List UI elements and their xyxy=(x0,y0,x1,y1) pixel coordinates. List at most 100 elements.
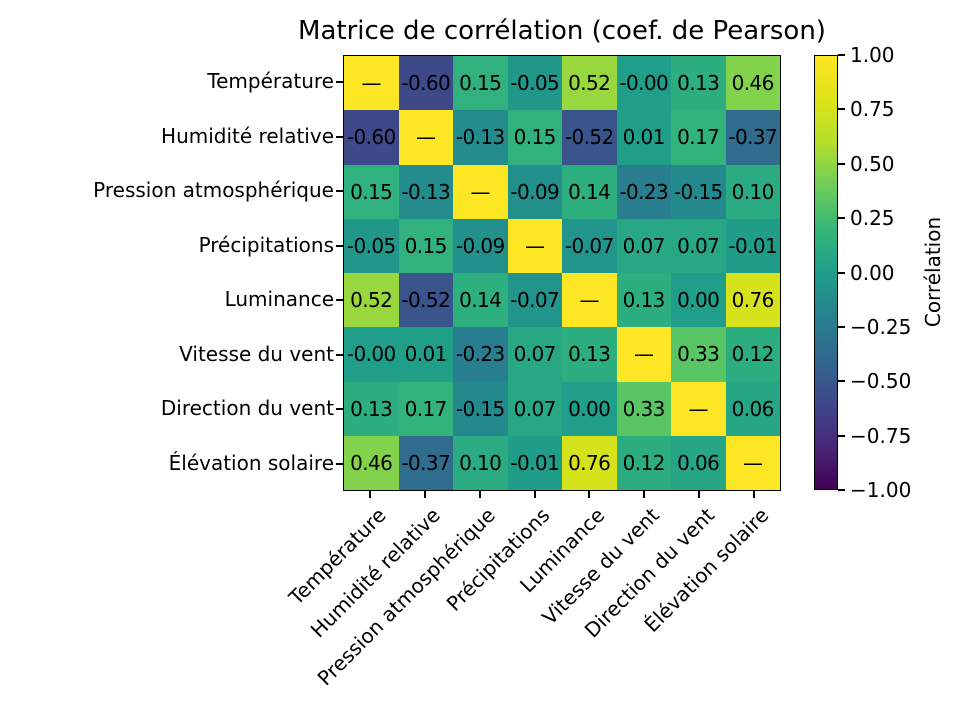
colorbar-tick-mark xyxy=(838,108,845,111)
heatmap-cell: 0.13 xyxy=(616,273,671,328)
x-tick-mark xyxy=(697,491,700,498)
x-tick-mark xyxy=(424,491,427,498)
heatmap-cell: 0.14 xyxy=(453,273,508,328)
y-tick-mark xyxy=(336,244,343,247)
y-tick-label: Vitesse du vent xyxy=(179,341,334,366)
heatmap-cell: 0.12 xyxy=(616,435,671,490)
heatmap-cell: 0.01 xyxy=(616,110,671,165)
heatmap-cell: — xyxy=(344,56,399,111)
heatmap-cell: -0.01 xyxy=(507,435,562,490)
heatmap-cell: -0.13 xyxy=(453,110,508,165)
heatmap-cell: 0.12 xyxy=(725,327,780,382)
x-tick-mark xyxy=(752,491,755,498)
heatmap-cell: -0.23 xyxy=(616,164,671,219)
colorbar-tick-mark xyxy=(838,489,845,491)
x-tick-mark xyxy=(643,491,646,498)
colorbar-tick-mark xyxy=(838,325,845,328)
heatmap-cell: — xyxy=(507,218,562,273)
colorbar-tick-mark xyxy=(838,271,845,274)
colorbar-tick-label: −0.75 xyxy=(850,423,912,448)
heatmap-cell: 0.10 xyxy=(453,435,508,490)
heatmap-cell: 0.07 xyxy=(616,218,671,273)
heatmap-cell: 0.15 xyxy=(507,110,562,165)
heatmap-cell: 0.07 xyxy=(507,381,562,436)
heatmap-grid: — -0.60 0.15 -0.05 0.52 -0.00 0.13 0.46 -0.60— -0… xyxy=(343,55,781,491)
y-tick-mark xyxy=(336,408,343,411)
heatmap-cell: -0.37 xyxy=(398,435,453,490)
heatmap-cell: -0.60 xyxy=(344,110,399,165)
x-tick-mark xyxy=(369,491,372,498)
heatmap-cell: 0.33 xyxy=(616,381,671,436)
colorbar-tick-label: 0.50 xyxy=(850,151,895,176)
y-tick-mark xyxy=(336,81,343,84)
heatmap-cell: — xyxy=(398,110,453,165)
y-tick-label: Précipitations xyxy=(198,232,334,257)
heatmap-cell: 0.00 xyxy=(671,273,726,328)
y-tick-label: Humidité relative xyxy=(161,123,334,148)
heatmap-cell: 0.10 xyxy=(725,164,780,219)
heatmap-cell: -0.07 xyxy=(507,273,562,328)
heatmap-cell: -0.01 xyxy=(725,218,780,273)
heatmap-cell: -0.37 xyxy=(725,110,780,165)
heatmap-cell: 0.14 xyxy=(562,164,617,219)
colorbar-tick-label: 1.00 xyxy=(850,43,895,67)
heatmap-cell: 0.52 xyxy=(344,273,399,328)
heatmap-cell: -0.00 xyxy=(344,327,399,382)
heatmap-cell: 0.13 xyxy=(671,56,726,111)
heatmap-cell: -0.13 xyxy=(398,164,453,219)
colorbar-tick-mark xyxy=(838,380,845,383)
heatmap-cell: -0.05 xyxy=(507,56,562,111)
heatmap-cell: -0.52 xyxy=(398,273,453,328)
heatmap-cell: 0.15 xyxy=(344,164,399,219)
colorbar-tick-label: 0.75 xyxy=(850,97,895,122)
chart-title: Matrice de corrélation (coef. de Pearson… xyxy=(298,16,826,46)
y-tick-mark xyxy=(336,299,343,302)
y-tick-label: Luminance xyxy=(224,287,334,312)
y-tick-mark xyxy=(336,135,343,138)
y-tick-mark xyxy=(336,353,343,356)
heatmap-cell: 0.13 xyxy=(562,327,617,382)
heatmap-cell: — xyxy=(725,435,780,490)
heatmap-cell: 0.15 xyxy=(453,56,508,111)
heatmap-cell: 0.46 xyxy=(344,435,399,490)
heatmap-cell: 0.17 xyxy=(398,381,453,436)
heatmap-cell: — xyxy=(616,327,671,382)
heatmap-cell: 0.07 xyxy=(671,218,726,273)
colorbar-tick-mark xyxy=(838,434,845,437)
colorbar-tick-label: −0.50 xyxy=(850,369,912,394)
colorbar-tick-label: 0.25 xyxy=(850,206,895,231)
colorbar xyxy=(814,55,838,490)
heatmap-cell: -0.00 xyxy=(616,56,671,111)
y-tick-label: Pression atmosphérique xyxy=(93,178,334,203)
colorbar-tick-label: −1.00 xyxy=(850,478,912,502)
heatmap-cell: — xyxy=(671,381,726,436)
heatmap-cell: 0.46 xyxy=(725,56,780,111)
y-tick-label: Direction du vent xyxy=(160,396,334,421)
x-tick-mark xyxy=(588,491,591,498)
y-tick-label: Température xyxy=(207,69,334,94)
heatmap-cell: 0.33 xyxy=(671,327,726,382)
heatmap-cell: 0.52 xyxy=(562,56,617,111)
heatmap-cell: 0.17 xyxy=(671,110,726,165)
colorbar-tick-mark xyxy=(838,162,845,165)
colorbar-tick-mark xyxy=(838,217,845,220)
heatmap-cell: — xyxy=(562,273,617,328)
colorbar-tick-label: −0.25 xyxy=(850,314,912,339)
x-tick-mark xyxy=(533,491,536,498)
heatmap-cell: -0.23 xyxy=(453,327,508,382)
heatmap-cell: -0.09 xyxy=(453,218,508,273)
colorbar-tick-mark xyxy=(838,54,845,56)
y-tick-mark xyxy=(336,462,343,465)
heatmap-cell: -0.05 xyxy=(344,218,399,273)
heatmap-cell: -0.60 xyxy=(398,56,453,111)
heatmap-cell: -0.15 xyxy=(453,381,508,436)
heatmap-cell: 0.13 xyxy=(344,381,399,436)
colorbar-tick-label: 0.00 xyxy=(850,260,895,285)
heatmap-cell: 0.76 xyxy=(562,435,617,490)
y-tick-mark xyxy=(336,190,343,193)
heatmap-cell: 0.00 xyxy=(562,381,617,436)
heatmap-cell: 0.06 xyxy=(671,435,726,490)
heatmap-cell: 0.15 xyxy=(398,218,453,273)
y-tick-label: Élévation solaire xyxy=(168,450,334,475)
